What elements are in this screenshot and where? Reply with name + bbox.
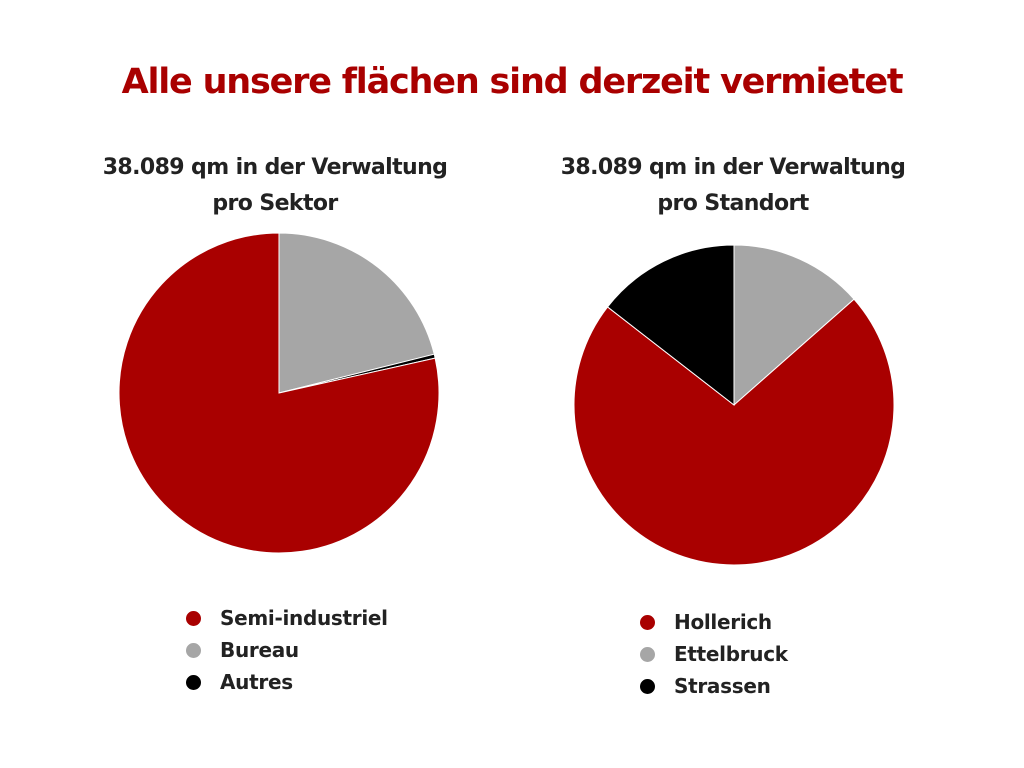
chart-standort-title: 38.089 qm in der Verwaltung pro Standort [513, 150, 953, 222]
page-title: Alle unsere flächen sind derzeit vermiet… [121, 62, 904, 102]
pie-chart-standort [573, 244, 895, 566]
chart-standort-title-line-2: pro Standort [657, 191, 809, 216]
pie-slice-hollerich [573, 298, 895, 566]
legend-label: Autres [220, 670, 293, 694]
pie-slice-semi-industriel [118, 232, 440, 554]
pie-slice-ettelbruck [733, 244, 855, 407]
chart-standort-title-line-1: 38.089 qm in der Verwaltung [560, 155, 906, 180]
pie-chart-sektor [118, 232, 440, 554]
legend-label: Ettelbruck [674, 642, 788, 666]
legend-label: Bureau [220, 638, 299, 662]
legend-standort: Hollerich Ettelbruck Strassen [640, 606, 788, 702]
legend-label: Strassen [674, 674, 771, 698]
legend-item: Ettelbruck [640, 638, 788, 670]
legend-item: Strassen [640, 670, 788, 702]
legend-dot-ettelbruck [640, 646, 655, 662]
legend-label: Semi-industriel [220, 606, 388, 630]
legend-label: Hollerich [674, 610, 772, 634]
legend-dot-autres [186, 674, 201, 690]
chart-sektor-title-line-1: 38.089 qm in der Verwaltung [102, 155, 448, 180]
pie-slice-bureau [278, 232, 435, 394]
legend-dot-strassen [640, 678, 655, 694]
legend-sektor: Semi-industriel Bureau Autres [186, 602, 388, 698]
chart-sektor-title-line-2: pro Sektor [212, 191, 338, 216]
legend-item: Bureau [186, 634, 388, 666]
legend-dot-semi-industriel [186, 610, 201, 626]
legend-dot-bureau [186, 642, 201, 658]
legend-dot-hollerich [640, 614, 655, 630]
legend-item: Semi-industriel [186, 602, 388, 634]
legend-item: Autres [186, 666, 388, 698]
chart-sektor-title: 38.089 qm in der Verwaltung pro Sektor [55, 150, 495, 222]
pie-slice-strassen [606, 244, 735, 407]
legend-item: Hollerich [640, 606, 788, 638]
